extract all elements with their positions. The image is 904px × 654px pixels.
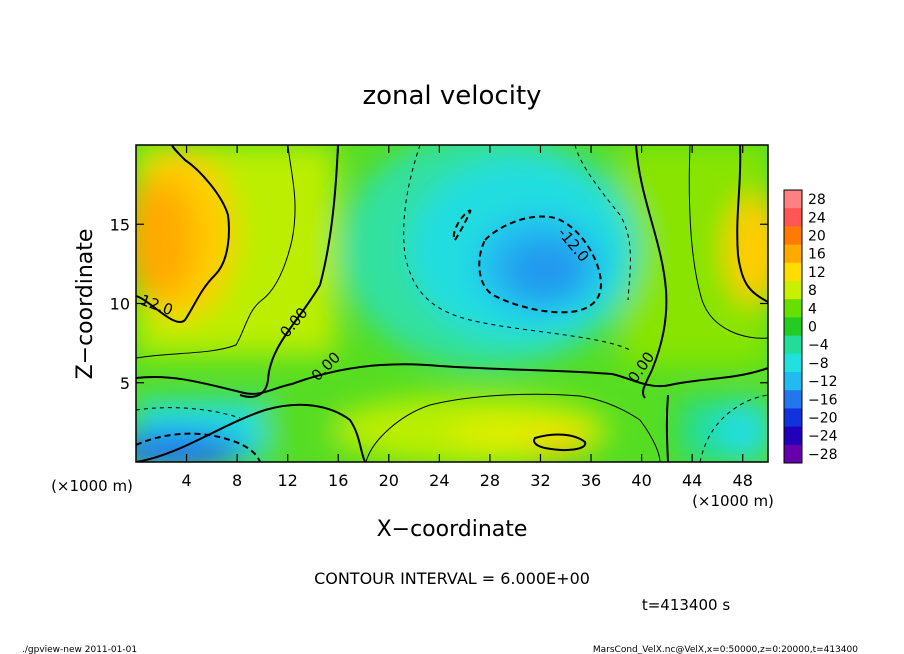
colorbar-label: 20 bbox=[808, 229, 826, 245]
y-tick-label: 10 bbox=[110, 295, 130, 314]
colorbar-label: −20 bbox=[808, 411, 838, 427]
x-axis-label: X−coordinate bbox=[377, 517, 528, 542]
colorbar-segment bbox=[784, 353, 802, 373]
colorbar-segment bbox=[784, 408, 802, 428]
colorbar-segment bbox=[784, 444, 802, 464]
colorbar-segment bbox=[784, 226, 802, 246]
x-tick-label: 4 bbox=[181, 471, 191, 490]
colorbar-segment bbox=[784, 372, 802, 391]
x-tick-label: 36 bbox=[581, 471, 601, 490]
colorbar-label: 28 bbox=[808, 192, 826, 208]
contour-interval-text: CONTOUR INTERVAL = 6.000E+00 bbox=[314, 569, 590, 588]
x-tick-label: 44 bbox=[682, 471, 702, 490]
x-tick-label: 20 bbox=[379, 471, 399, 490]
colorbar-label: 8 bbox=[808, 283, 817, 299]
x-tick-label: 12 bbox=[278, 471, 298, 490]
colorbar-segment bbox=[784, 299, 802, 318]
y-axis-label: Z−coordinate bbox=[73, 229, 98, 380]
chart-title: zonal velocity bbox=[362, 81, 541, 111]
colorbar-segment bbox=[784, 426, 802, 446]
y-tick-label: 5 bbox=[120, 374, 130, 393]
colorbar-label: 0 bbox=[808, 320, 817, 336]
colorbar-label: 24 bbox=[808, 210, 826, 226]
colorbar-label: 12 bbox=[808, 265, 826, 281]
colorbar-segment bbox=[784, 262, 802, 282]
colorbar-frame bbox=[783, 189, 803, 464]
y-tick-label: 15 bbox=[110, 215, 130, 234]
x-unit-right: (×1000 m) bbox=[692, 492, 774, 510]
colorbar-segment bbox=[784, 317, 802, 337]
x-unit-left: (×1000 m) bbox=[51, 477, 133, 495]
colorbar-label: −16 bbox=[808, 392, 838, 408]
colorbar-label: −12 bbox=[808, 374, 838, 390]
colorbar-segment bbox=[784, 208, 802, 227]
colorbar-label: −28 bbox=[808, 447, 838, 463]
colorbar: 28 24 20 16 12 8 4 0 −4 −8 −12 −16 −20 −24 −28 bbox=[783, 189, 838, 464]
plot-area bbox=[136, 145, 768, 462]
x-tick-label: 28 bbox=[480, 471, 500, 490]
colorbar-segment bbox=[784, 335, 802, 355]
colorbar-segment bbox=[784, 190, 802, 209]
x-tick-label: 16 bbox=[328, 471, 348, 490]
x-tick-label: 40 bbox=[631, 471, 651, 490]
footer-left: ./gpview-new 2011-01-01 bbox=[22, 645, 137, 654]
x-axis: 4 8 12 16 20 24 28 32 36 40 44 48 bbox=[181, 145, 753, 490]
colorbar-label: 4 bbox=[808, 301, 817, 317]
colorbar-label: 16 bbox=[808, 247, 826, 263]
x-tick-label: 24 bbox=[429, 471, 449, 490]
colorbar-segment bbox=[784, 244, 802, 264]
colorbar-segment bbox=[784, 390, 802, 409]
x-tick-label: 32 bbox=[530, 471, 550, 490]
colorbar-label: −24 bbox=[808, 429, 838, 445]
x-tick-label: 8 bbox=[232, 471, 242, 490]
colorbar-label: −4 bbox=[808, 338, 829, 354]
footer-right: MarsCond_VelX.nc@VelX,x=0:50000,z=0:2000… bbox=[593, 645, 858, 654]
colorbar-segment bbox=[784, 281, 802, 300]
time-text: t=413400 s bbox=[642, 596, 730, 614]
colorbar-label: −8 bbox=[808, 356, 829, 372]
x-tick-label: 48 bbox=[733, 471, 753, 490]
y-axis: 5 10 15 bbox=[110, 215, 768, 393]
